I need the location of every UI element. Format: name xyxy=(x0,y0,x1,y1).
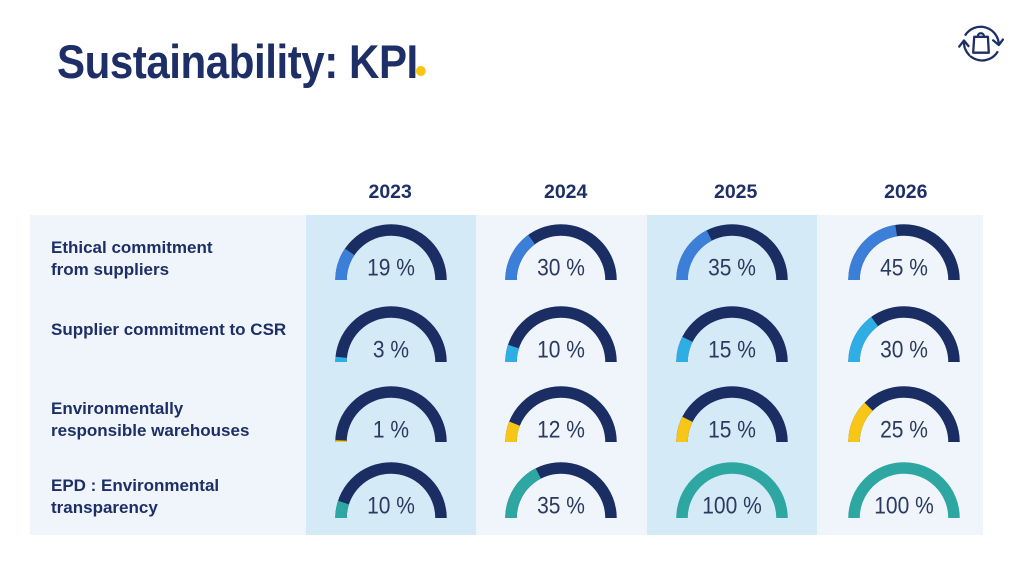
svg-text:100 %: 100 % xyxy=(702,492,762,518)
svg-text:15 %: 15 % xyxy=(708,416,756,442)
svg-text:30 %: 30 % xyxy=(880,336,928,362)
svg-text:45 %: 45 % xyxy=(880,254,928,280)
svg-text:1 %: 1 % xyxy=(373,416,409,442)
svg-text:10 %: 10 % xyxy=(367,492,415,518)
svg-text:100 %: 100 % xyxy=(874,492,934,518)
svg-text:15 %: 15 % xyxy=(708,336,756,362)
svg-text:3 %: 3 % xyxy=(373,336,409,362)
svg-text:12 %: 12 % xyxy=(537,416,585,442)
svg-text:35 %: 35 % xyxy=(708,254,756,280)
svg-text:25 %: 25 % xyxy=(880,416,928,442)
svg-text:10 %: 10 % xyxy=(537,336,585,362)
svg-text:35 %: 35 % xyxy=(537,492,585,518)
svg-text:19 %: 19 % xyxy=(367,254,415,280)
svg-text:30 %: 30 % xyxy=(537,254,585,280)
